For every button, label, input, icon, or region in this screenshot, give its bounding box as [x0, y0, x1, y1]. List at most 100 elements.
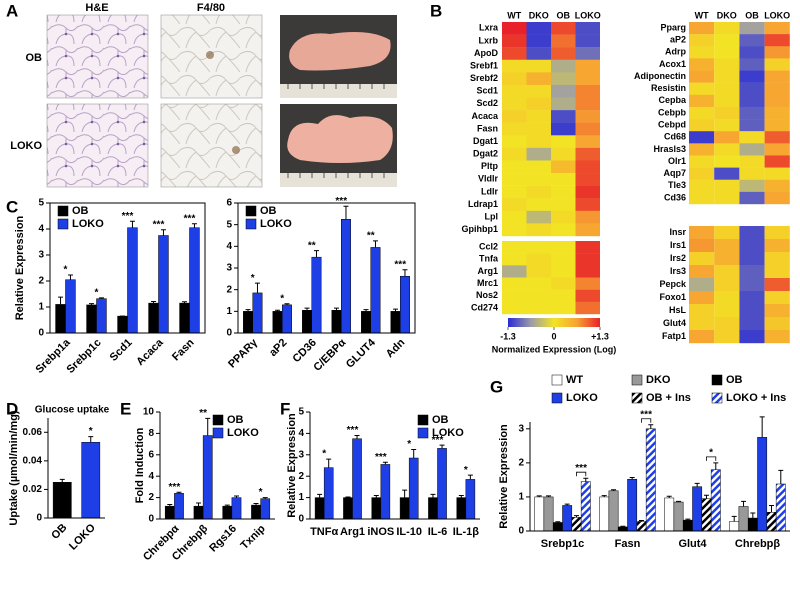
error-bar [354, 435, 360, 439]
significance-bracket [576, 471, 587, 477]
bar [775, 483, 786, 532]
heat-cell [551, 301, 576, 315]
y-tick-label: 5 [38, 198, 44, 209]
legend-label: OB [260, 205, 277, 217]
legend-swatch [57, 218, 69, 230]
heat-cell [689, 106, 715, 120]
heat-cell [526, 289, 551, 303]
legend-swatch [57, 205, 69, 217]
x-tick-label: Glut4 [678, 538, 707, 550]
row-label: Adrp [665, 47, 686, 57]
heat-cell [764, 330, 790, 344]
heat-cell [502, 253, 527, 266]
bar [766, 512, 777, 532]
legend-swatch [551, 392, 563, 404]
y-tick-label: 3 [298, 449, 304, 460]
legend-swatch [711, 374, 723, 386]
error-bar [372, 240, 378, 248]
legend-swatch [245, 218, 257, 230]
legend-swatch [551, 374, 563, 386]
error-bar [629, 477, 635, 480]
heat-cell [575, 110, 600, 123]
heat-cell [764, 304, 790, 318]
significance: *** [347, 425, 359, 436]
error-bar [741, 500, 747, 507]
bar [117, 315, 128, 334]
heat-cell [502, 223, 527, 237]
heat-cell [714, 119, 740, 132]
heat-cell [739, 239, 765, 253]
heat-cell [551, 223, 576, 237]
heat-cell [739, 119, 765, 132]
bar [189, 227, 200, 334]
row-label: Vldlr [478, 174, 499, 184]
heat-cell [714, 143, 740, 156]
legend-label: OB [72, 205, 89, 217]
significance: ** [367, 231, 375, 242]
heat-cell [739, 58, 765, 71]
bar [341, 219, 351, 334]
error-bar [160, 229, 166, 236]
heat-cell [739, 304, 765, 318]
row-label: Acaca [471, 111, 499, 121]
x-tick-label: PPARγ [226, 336, 260, 370]
heat-cell [689, 330, 715, 344]
heat-cell [551, 265, 576, 278]
row-label: Aqp7 [664, 168, 687, 178]
heat-cell [764, 119, 790, 132]
bar [148, 302, 159, 334]
heat-cell [526, 47, 551, 60]
significance-bracket [706, 456, 717, 461]
error-bar [573, 515, 579, 518]
heat-cell [714, 46, 740, 59]
he-image [46, 103, 149, 188]
significance: *** [432, 435, 444, 446]
heat-cell [764, 252, 790, 266]
x-tick-label: IL-1β [453, 526, 480, 538]
x-tick-label: aP2 [267, 337, 289, 359]
heat-cell [575, 135, 600, 149]
row-label: Mrc1 [477, 278, 498, 288]
error-bar [129, 220, 135, 228]
error-bar [648, 424, 654, 429]
error-bar [88, 436, 94, 443]
error-bar [233, 495, 239, 498]
row-label: Srebf1 [470, 60, 498, 70]
error-bar [373, 494, 379, 498]
significance: * [251, 273, 255, 284]
bar [202, 435, 213, 520]
heat-cell [739, 179, 765, 193]
significance: *** [575, 463, 587, 474]
heat-cell [502, 47, 527, 60]
bar [710, 469, 721, 532]
x-tick-label: IL-6 [428, 526, 448, 538]
heat-cell [739, 330, 765, 344]
legend-label: LOKO [227, 427, 259, 439]
heat-cell [689, 179, 715, 193]
heat-cell [502, 147, 527, 161]
heat-cell [739, 143, 765, 156]
y-tick-label: 6 [226, 198, 232, 209]
heat-cell [551, 210, 576, 224]
error-bar [620, 525, 626, 527]
heat-cell [575, 241, 600, 254]
heat-cell [551, 84, 576, 98]
x-tick-label: Srebp1c [541, 538, 584, 550]
significance: * [407, 439, 411, 450]
heat-cell [575, 265, 600, 278]
error-bar [458, 494, 464, 498]
error-bar [326, 458, 332, 468]
heat-cell [739, 70, 765, 83]
axis [159, 412, 275, 520]
heat-cell [575, 47, 600, 60]
heat-cell [526, 198, 551, 212]
y-axis-label: Relative Expression [286, 413, 298, 518]
bar [370, 247, 381, 334]
bar [86, 304, 97, 334]
error-bar [262, 497, 268, 499]
row-label: Cd274 [471, 302, 498, 312]
stain [232, 146, 240, 154]
heat-cell [764, 179, 790, 193]
panel-letter: F [280, 399, 290, 418]
heat-cell [502, 301, 527, 315]
